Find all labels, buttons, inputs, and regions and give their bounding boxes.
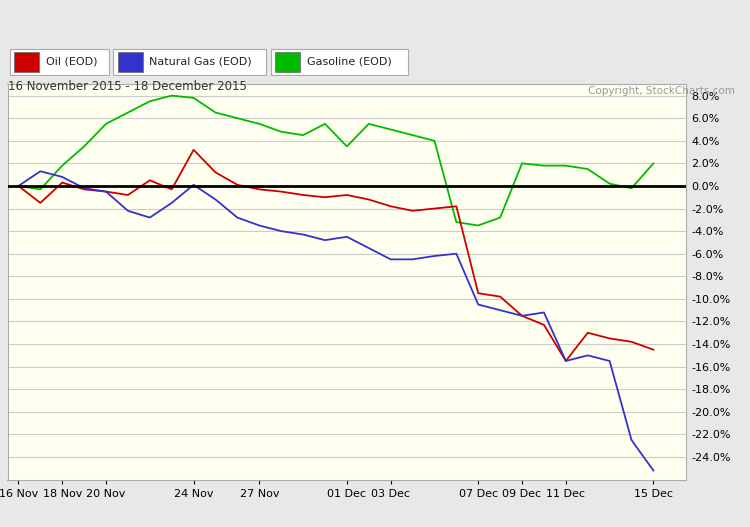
Text: Gasoline (EOD): Gasoline (EOD) [307,57,392,67]
FancyBboxPatch shape [10,49,109,75]
Text: Oil (EOD): Oil (EOD) [46,57,98,67]
FancyBboxPatch shape [271,49,408,75]
Text: 16 November 2015 - 18 December 2015: 16 November 2015 - 18 December 2015 [8,81,246,93]
FancyBboxPatch shape [14,52,39,72]
FancyBboxPatch shape [275,52,300,72]
FancyBboxPatch shape [113,49,266,75]
Text: Natural Gas (EOD): Natural Gas (EOD) [149,57,252,67]
Text: Copyright, StockCharts.com: Copyright, StockCharts.com [588,86,735,95]
FancyBboxPatch shape [118,52,142,72]
